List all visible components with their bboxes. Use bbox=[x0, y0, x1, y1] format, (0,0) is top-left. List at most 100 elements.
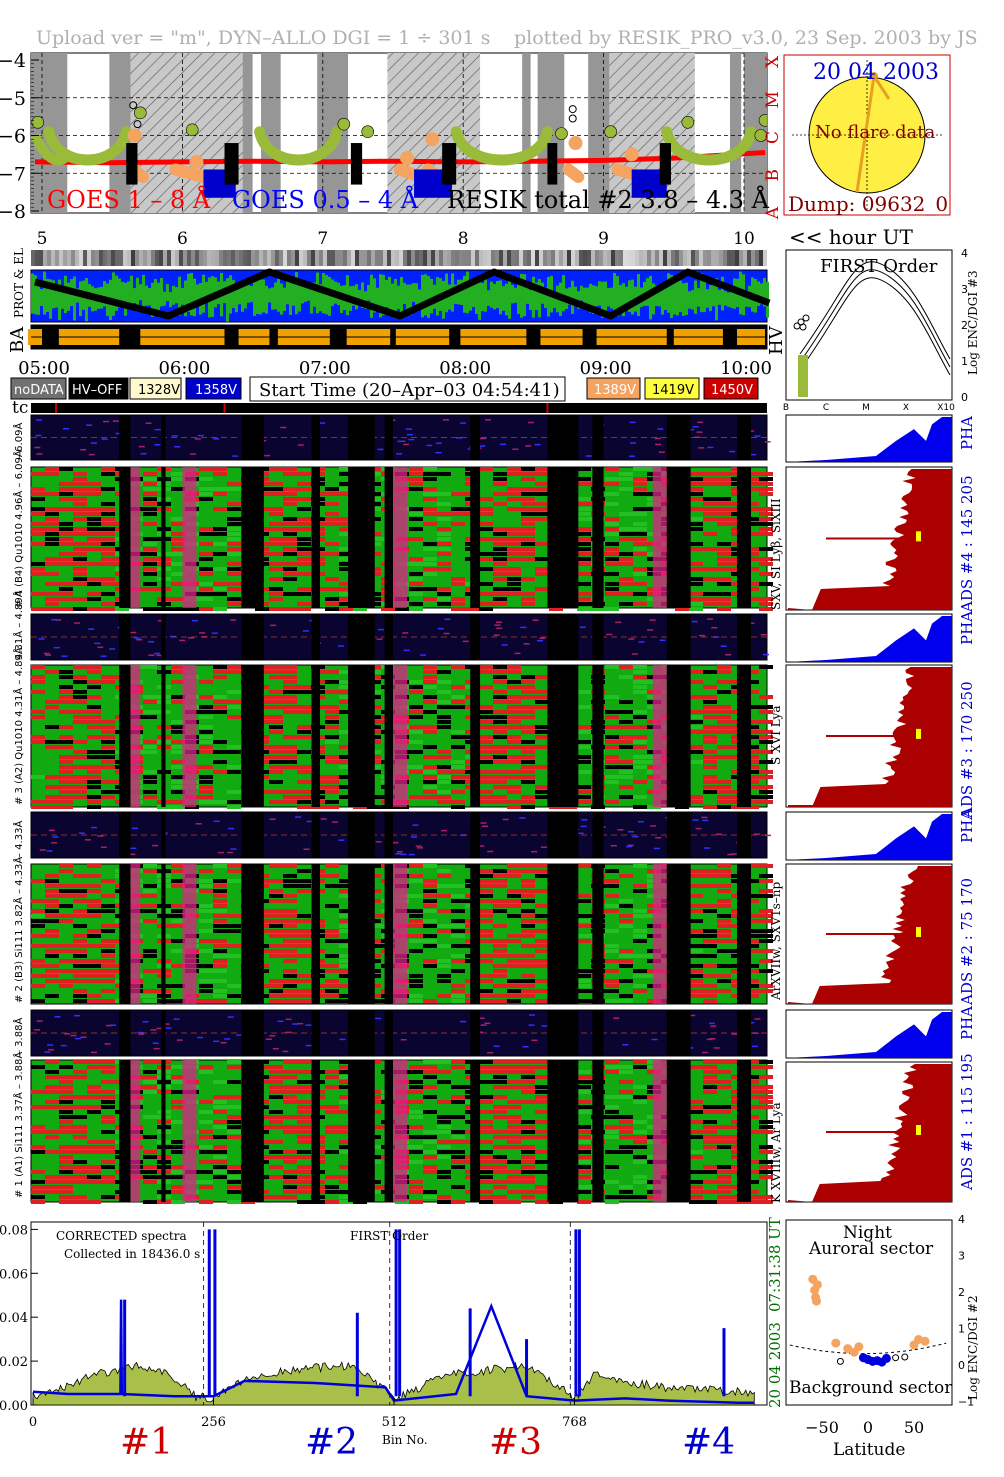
spectrogram-cell bbox=[409, 680, 423, 684]
fo-x-tick: X10 bbox=[937, 403, 955, 413]
prot-green-cell bbox=[460, 279, 463, 305]
el-strip-cell bbox=[567, 250, 571, 266]
prot-green-cell bbox=[121, 281, 124, 308]
prot-green-cell bbox=[319, 284, 322, 312]
spectrogram-cell bbox=[703, 1180, 717, 1184]
spectrogram-cell bbox=[199, 572, 213, 576]
pha-gap bbox=[384, 812, 393, 858]
orbit-track bbox=[34, 268, 771, 320]
el-strip-cell bbox=[323, 250, 327, 266]
spectrogram-cell bbox=[759, 582, 773, 586]
prot-green-cell bbox=[577, 291, 580, 309]
el-strip-cell bbox=[543, 250, 547, 266]
spectrogram-cell bbox=[521, 467, 535, 471]
spectrogram-cell bbox=[143, 522, 157, 526]
spectrogram-gap bbox=[348, 864, 375, 1004]
spectrogram-cell bbox=[409, 984, 423, 988]
spectrogram-cell bbox=[45, 745, 59, 749]
auroral-point bbox=[811, 1292, 821, 1302]
spectrogram-cell bbox=[325, 1105, 339, 1109]
spectrogram-cell bbox=[633, 582, 647, 586]
spectrogram-cell bbox=[703, 1145, 717, 1149]
el-strip-cell bbox=[443, 250, 447, 266]
el-strip-cell bbox=[355, 250, 359, 266]
spectrogram-cell bbox=[409, 1115, 423, 1119]
spectrogram-cell bbox=[199, 725, 213, 729]
spectrogram-cell bbox=[479, 1095, 493, 1099]
spectrogram-cell bbox=[213, 1175, 227, 1179]
pha-noise bbox=[272, 1047, 279, 1050]
spectrogram-cell bbox=[717, 869, 731, 873]
pha-noise bbox=[487, 850, 494, 853]
spectrogram-cell bbox=[689, 472, 703, 476]
spectrogram-cell bbox=[703, 482, 717, 486]
pha-gap bbox=[666, 614, 691, 660]
spectrogram-cell bbox=[633, 547, 647, 551]
spectrogram-cell bbox=[507, 914, 521, 918]
spectrogram-cell bbox=[717, 805, 731, 809]
spectrogram-cell bbox=[577, 1175, 591, 1179]
pha-noise bbox=[539, 637, 546, 640]
spectrogram-cell bbox=[73, 994, 87, 998]
pha-noise bbox=[402, 632, 409, 634]
spectrogram-cell bbox=[101, 552, 115, 556]
start-time-box bbox=[249, 376, 566, 402]
spectrogram-cell bbox=[227, 1125, 241, 1129]
spectrogram-pink bbox=[652, 665, 667, 807]
spectrogram-cell bbox=[101, 1105, 115, 1109]
spectrogram-cell bbox=[143, 770, 157, 774]
hour-tick: 5 bbox=[37, 229, 48, 249]
el-strip-cell bbox=[491, 250, 495, 266]
spectrogram-cell bbox=[507, 710, 521, 714]
spectrogram-cell bbox=[171, 700, 185, 704]
spectrogram-cell bbox=[143, 715, 157, 719]
ads-histogram bbox=[788, 469, 952, 610]
spectrogram-cell bbox=[437, 1120, 451, 1124]
spectrogram-cell bbox=[73, 547, 87, 551]
pha-noise bbox=[501, 644, 508, 646]
prot-green-cell bbox=[649, 275, 652, 320]
spectrogram-cell bbox=[437, 725, 451, 729]
spectrogram-cell bbox=[633, 745, 647, 749]
spectrogram-cell bbox=[269, 1070, 283, 1074]
spectrogram-cell bbox=[199, 919, 213, 923]
el-strip-cell bbox=[547, 250, 551, 266]
spectrogram-cell bbox=[759, 482, 773, 486]
spectrogram-cell bbox=[633, 1065, 647, 1069]
spectrogram-cell bbox=[619, 1090, 633, 1094]
spectrogram-cell bbox=[521, 502, 535, 506]
pha-noise bbox=[400, 1038, 407, 1041]
first-order-ylabel: Log ENC/DGI #3 bbox=[966, 270, 980, 375]
pha-gap bbox=[311, 1010, 320, 1056]
spectrogram-cell bbox=[199, 909, 213, 913]
spectrogram-cell bbox=[73, 482, 87, 486]
spectrogram-cell bbox=[493, 924, 507, 928]
spectrogram-cell bbox=[745, 482, 759, 486]
spectrogram-cell bbox=[493, 745, 507, 749]
spectrogram-cell bbox=[423, 999, 437, 1003]
spectrogram-cell bbox=[423, 780, 437, 784]
pha-gap bbox=[736, 614, 752, 660]
spectrogram-gap bbox=[592, 864, 604, 1004]
spectrogram-cell bbox=[143, 775, 157, 779]
spectrogram-cell bbox=[227, 517, 241, 521]
spectrogram-cell bbox=[45, 879, 59, 883]
pha-noise bbox=[480, 822, 487, 824]
spectrogram-cell bbox=[325, 705, 339, 709]
spectrogram-cell bbox=[213, 487, 227, 491]
spectrogram-cell bbox=[437, 929, 451, 933]
pha-noise bbox=[269, 1035, 276, 1037]
spectrogram-cell bbox=[423, 1195, 437, 1199]
pha-noise bbox=[710, 1025, 717, 1027]
spectrogram-cell bbox=[73, 889, 87, 893]
el-strip-cell bbox=[95, 250, 99, 266]
pha-noise bbox=[97, 646, 104, 649]
spectrogram-pink bbox=[393, 665, 408, 807]
spectrogram-cell bbox=[297, 507, 311, 511]
fo-x-tick: C bbox=[823, 403, 829, 413]
prot-green-cell bbox=[37, 279, 40, 315]
spectrogram-cell bbox=[143, 1075, 157, 1079]
spectrogram-cell bbox=[59, 592, 73, 596]
spectrogram-cell bbox=[143, 1150, 157, 1154]
pha-noise bbox=[297, 1022, 304, 1025]
